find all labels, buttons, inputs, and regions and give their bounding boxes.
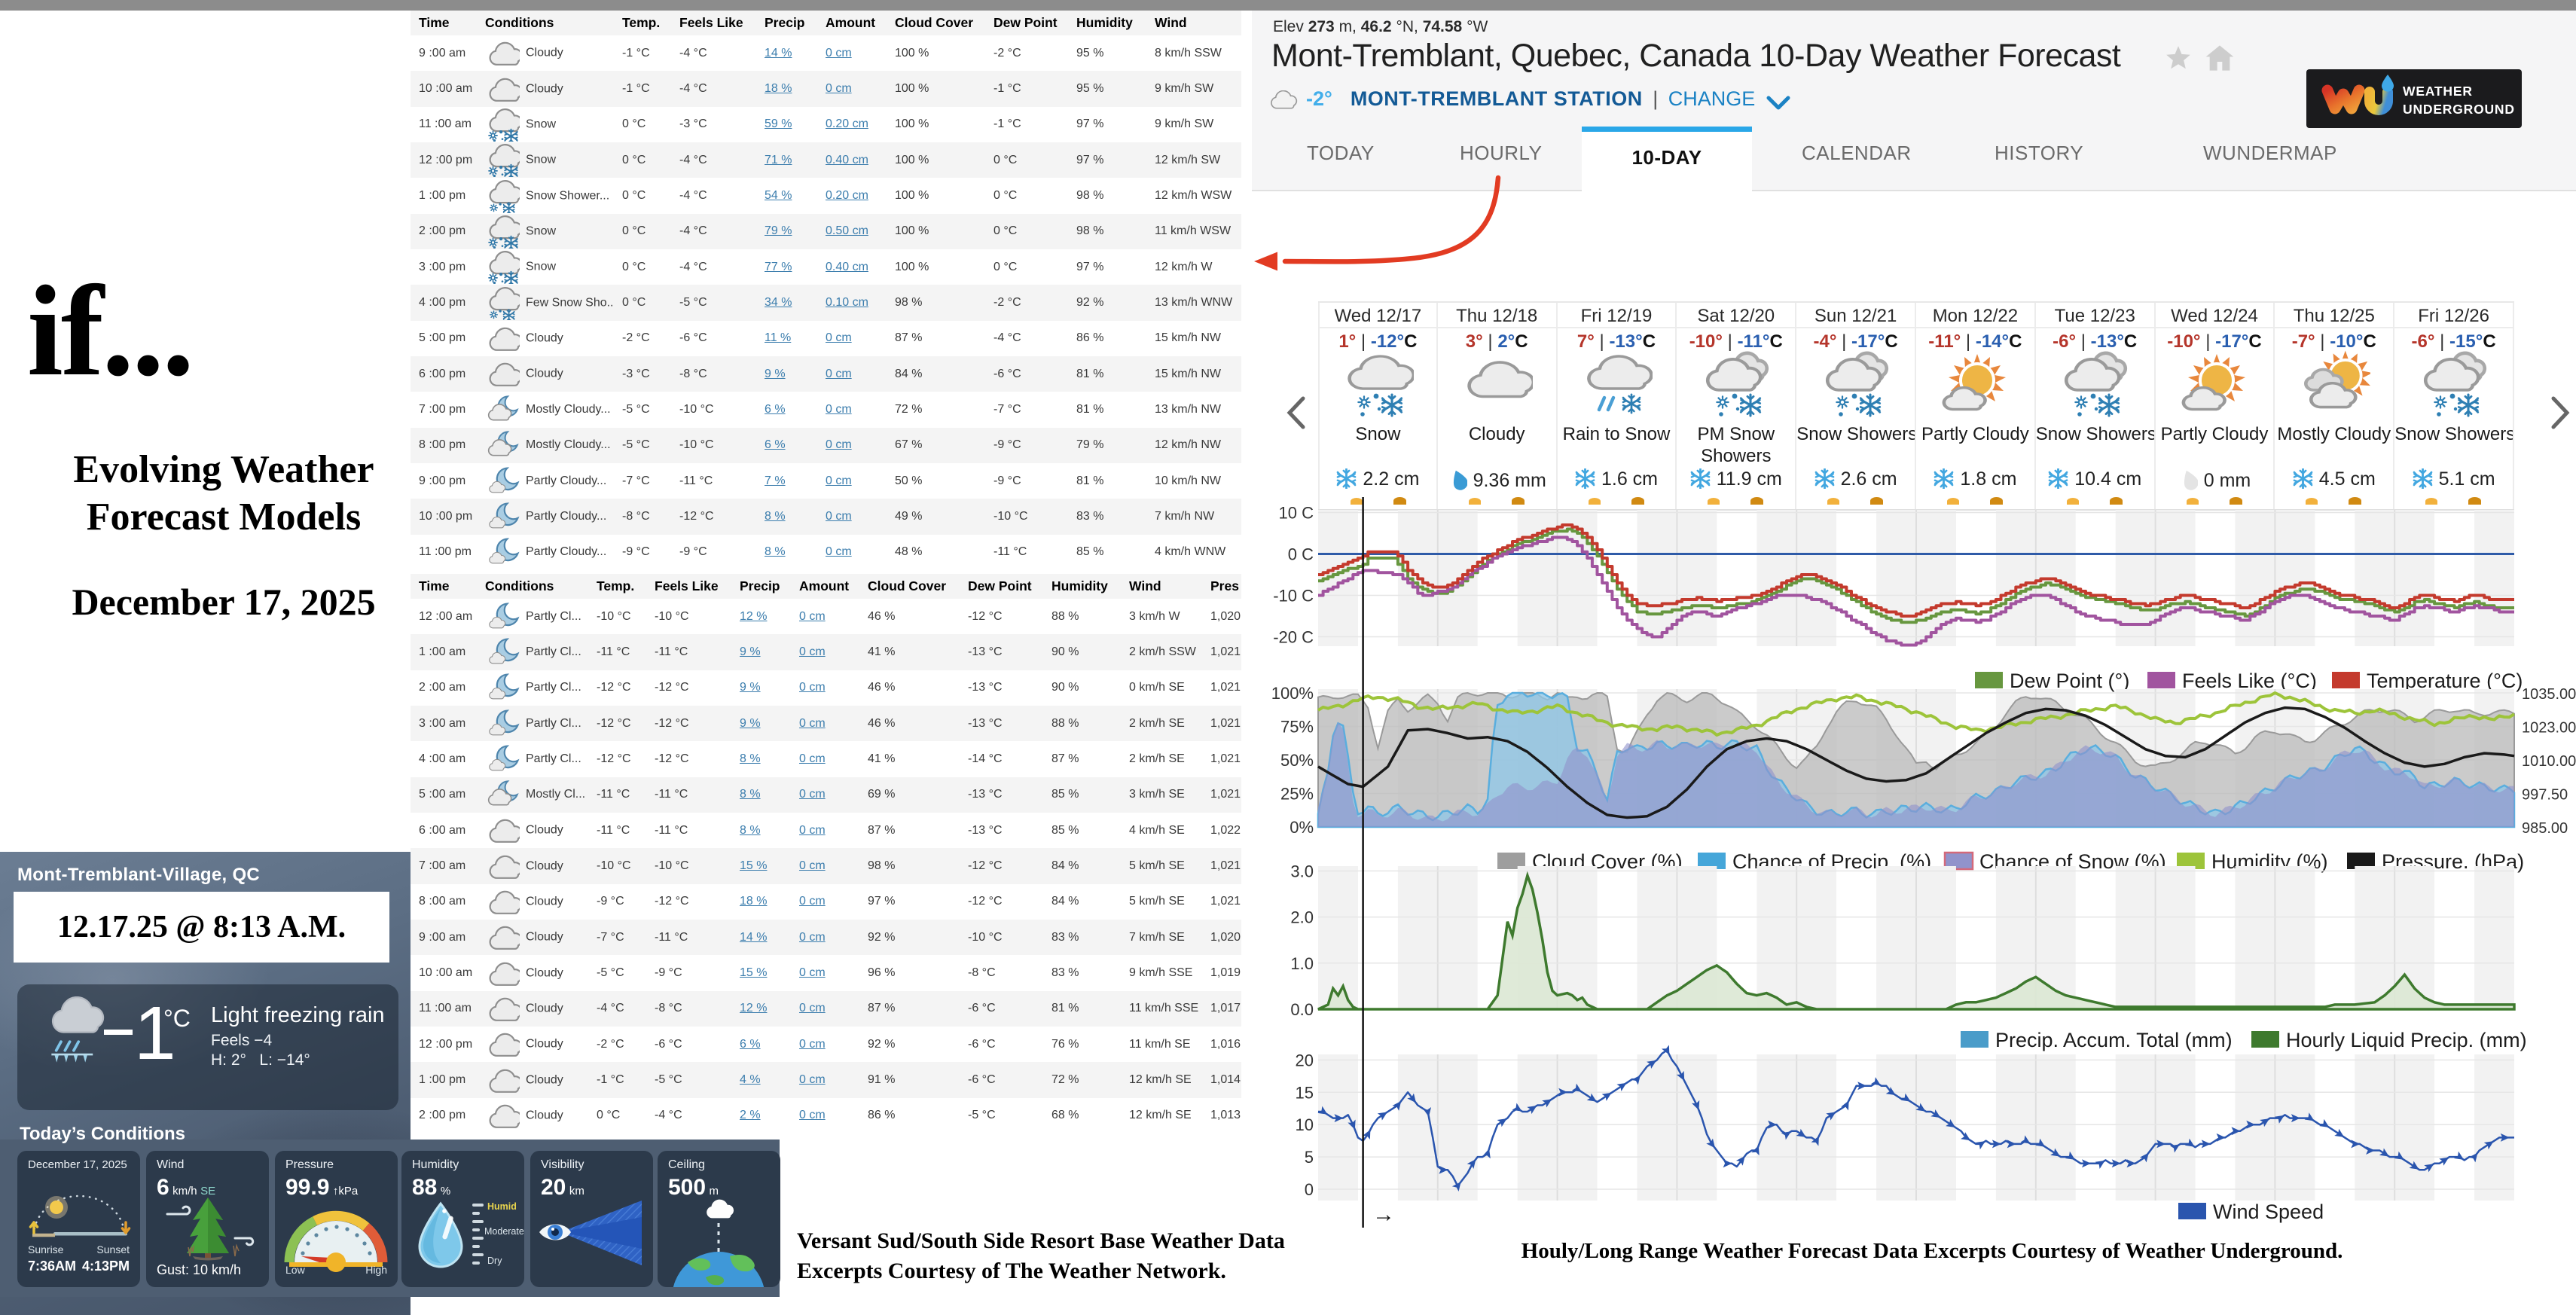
svg-text:Dry: Dry [487, 1256, 502, 1266]
svg-text:0%: 0% [1290, 818, 1314, 837]
svg-text:Dew Point (°): Dew Point (°) [2010, 670, 2129, 692]
svg-text:10: 10 [1296, 1115, 1314, 1134]
svg-text:1.0: 1.0 [1290, 954, 1314, 973]
svg-text:3.0: 3.0 [1290, 862, 1314, 880]
svg-text:15: 15 [1296, 1083, 1314, 1102]
svg-text:0: 0 [1305, 1180, 1314, 1199]
svg-text:1010.00: 1010.00 [2522, 753, 2576, 770]
svg-text:Wind Speed: Wind Speed [2213, 1201, 2324, 1223]
svg-text:0 C: 0 C [1288, 545, 1314, 564]
svg-text:100%: 100% [1271, 684, 1314, 703]
svg-text:75%: 75% [1280, 718, 1314, 737]
svg-text:UNDERGROUND: UNDERGROUND [2403, 102, 2515, 117]
svg-text:→: → [1372, 1202, 1395, 1227]
svg-text:5: 5 [1305, 1148, 1314, 1167]
svg-text:Feels Like (°C): Feels Like (°C) [2182, 670, 2317, 692]
svg-text:Temperature (°C): Temperature (°C) [2367, 670, 2523, 692]
svg-text:997.50: 997.50 [2522, 787, 2568, 804]
svg-text:Precip. Accum. Total (mm): Precip. Accum. Total (mm) [1995, 1029, 2233, 1051]
svg-text:Humid: Humid [487, 1201, 517, 1212]
svg-text:-20 C: -20 C [1273, 628, 1314, 647]
svg-text:0.0: 0.0 [1290, 1000, 1314, 1019]
svg-text:Hourly Liquid Precip. (mm): Hourly Liquid Precip. (mm) [2286, 1029, 2527, 1051]
svg-text:1023.00: 1023.00 [2522, 720, 2576, 737]
svg-text:-10 C: -10 C [1273, 587, 1314, 606]
svg-text:50%: 50% [1280, 751, 1314, 770]
svg-text:20: 20 [1296, 1051, 1314, 1069]
svg-text:985.00: 985.00 [2522, 820, 2568, 837]
svg-text:1035.00: 1035.00 [2522, 686, 2576, 703]
svg-text:10 C: 10 C [1279, 504, 1314, 523]
svg-text:WEATHER: WEATHER [2403, 84, 2473, 99]
svg-text:2.0: 2.0 [1290, 908, 1314, 927]
svg-text:25%: 25% [1280, 785, 1314, 804]
svg-text:Moderate: Moderate [484, 1226, 524, 1237]
